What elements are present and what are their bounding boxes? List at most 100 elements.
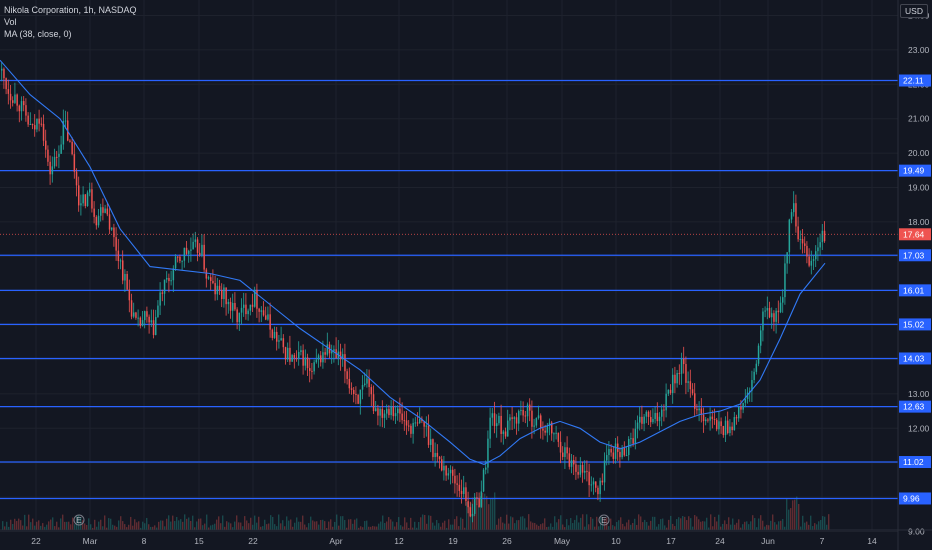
candle-body [251, 304, 254, 307]
candle-body [513, 417, 516, 419]
volume-bar [322, 519, 324, 530]
volume-bar [574, 519, 576, 530]
volume-bar [100, 519, 102, 530]
candle-body [408, 425, 410, 427]
candle-body [740, 407, 742, 410]
volume-bar [246, 520, 248, 530]
candle-body [705, 419, 707, 422]
candle-body [610, 449, 612, 453]
candle-body [78, 185, 80, 206]
volume-bar [254, 515, 256, 530]
volume-bar [350, 519, 352, 530]
candle-body [190, 249, 192, 251]
candle-body [764, 310, 766, 312]
moving-average-label[interactable]: MA (38, close, 0) [4, 29, 72, 39]
candle-body [498, 415, 500, 424]
candle-body [229, 301, 232, 311]
volume-bar [776, 524, 778, 530]
candle-body [93, 208, 95, 217]
volume-bar [70, 524, 72, 530]
candle-body [97, 215, 100, 226]
volume-bar [556, 522, 558, 530]
candle-body [680, 358, 683, 374]
candle-body [412, 422, 414, 434]
volume-bar [654, 516, 656, 530]
level-tag [899, 492, 931, 505]
candle-body [601, 480, 604, 483]
candle-body [322, 352, 324, 363]
volume-bar [426, 523, 428, 530]
candle-body [577, 471, 579, 475]
candle-body [489, 417, 491, 439]
volume-bar [650, 520, 652, 530]
volume-bar [210, 525, 212, 530]
horizontal-levels[interactable] [0, 79, 898, 500]
volume-bar [332, 526, 334, 530]
volume-bar [244, 516, 246, 530]
volume-bar [824, 516, 826, 530]
volume-bar [220, 523, 222, 530]
volume-bar [504, 523, 506, 530]
volume-bar [694, 515, 696, 530]
candle-body [245, 304, 247, 315]
volume-bar [692, 526, 694, 530]
level-tag-label: 19.49 [903, 166, 925, 176]
volume-bar [200, 518, 202, 530]
candle-body [137, 317, 139, 319]
volume-label[interactable]: Vol [4, 17, 17, 27]
candle-body [480, 491, 483, 507]
earnings-icon[interactable] [598, 514, 610, 526]
candle-body [647, 411, 650, 417]
candle-body [40, 123, 43, 125]
volume-bar [174, 521, 176, 530]
candle-body [718, 421, 720, 430]
volume-bar [792, 500, 794, 530]
candle-body [727, 420, 729, 434]
candle-body [47, 149, 49, 162]
volume-bar [386, 521, 388, 530]
candle-body [625, 455, 628, 457]
candle-body [806, 245, 808, 257]
candle-body [212, 280, 214, 284]
volume-bar [296, 517, 298, 530]
currency-button[interactable]: USD [900, 4, 928, 18]
volume-bar [170, 521, 172, 530]
volume-bar [382, 515, 384, 530]
volume-bar [514, 523, 516, 530]
candle-body [223, 287, 225, 300]
volume-bar [460, 517, 462, 530]
volume-bar [256, 522, 258, 530]
volume-bar [478, 505, 480, 530]
volume-bar [326, 527, 328, 530]
volume-bar [420, 517, 422, 530]
volume-bar [320, 520, 322, 530]
volume-bar [138, 521, 140, 530]
candle-body [359, 389, 362, 404]
candle-body [170, 280, 172, 282]
volume-bar [412, 527, 414, 530]
symbol-title[interactable]: Nikola Corporation, 1h, NASDAQ [4, 5, 137, 15]
candle-body [379, 408, 381, 416]
volume-bar [540, 524, 542, 530]
candle-body [287, 347, 289, 360]
candle-body [133, 312, 135, 317]
earnings-icon[interactable] [73, 514, 85, 526]
volume-bar [56, 521, 58, 530]
volume-bar [554, 516, 556, 530]
level-tag [899, 318, 931, 331]
volume-bar [12, 524, 14, 530]
candle-body [309, 368, 311, 371]
volume-bar [282, 520, 284, 530]
candle-body [815, 251, 817, 260]
volume-bar [632, 523, 634, 530]
volume-bar [284, 526, 286, 530]
candle-body [89, 189, 91, 193]
volume-bar [482, 492, 484, 530]
volume-bar [242, 526, 244, 530]
volume-bar [400, 525, 402, 530]
candle-body [119, 260, 122, 262]
time-axis[interactable]: 22 Mar 8 15 22 Apr 12 19 26 May 10 17 24 Jun 7 14 [0, 529, 932, 546]
volume-bar [816, 524, 818, 530]
